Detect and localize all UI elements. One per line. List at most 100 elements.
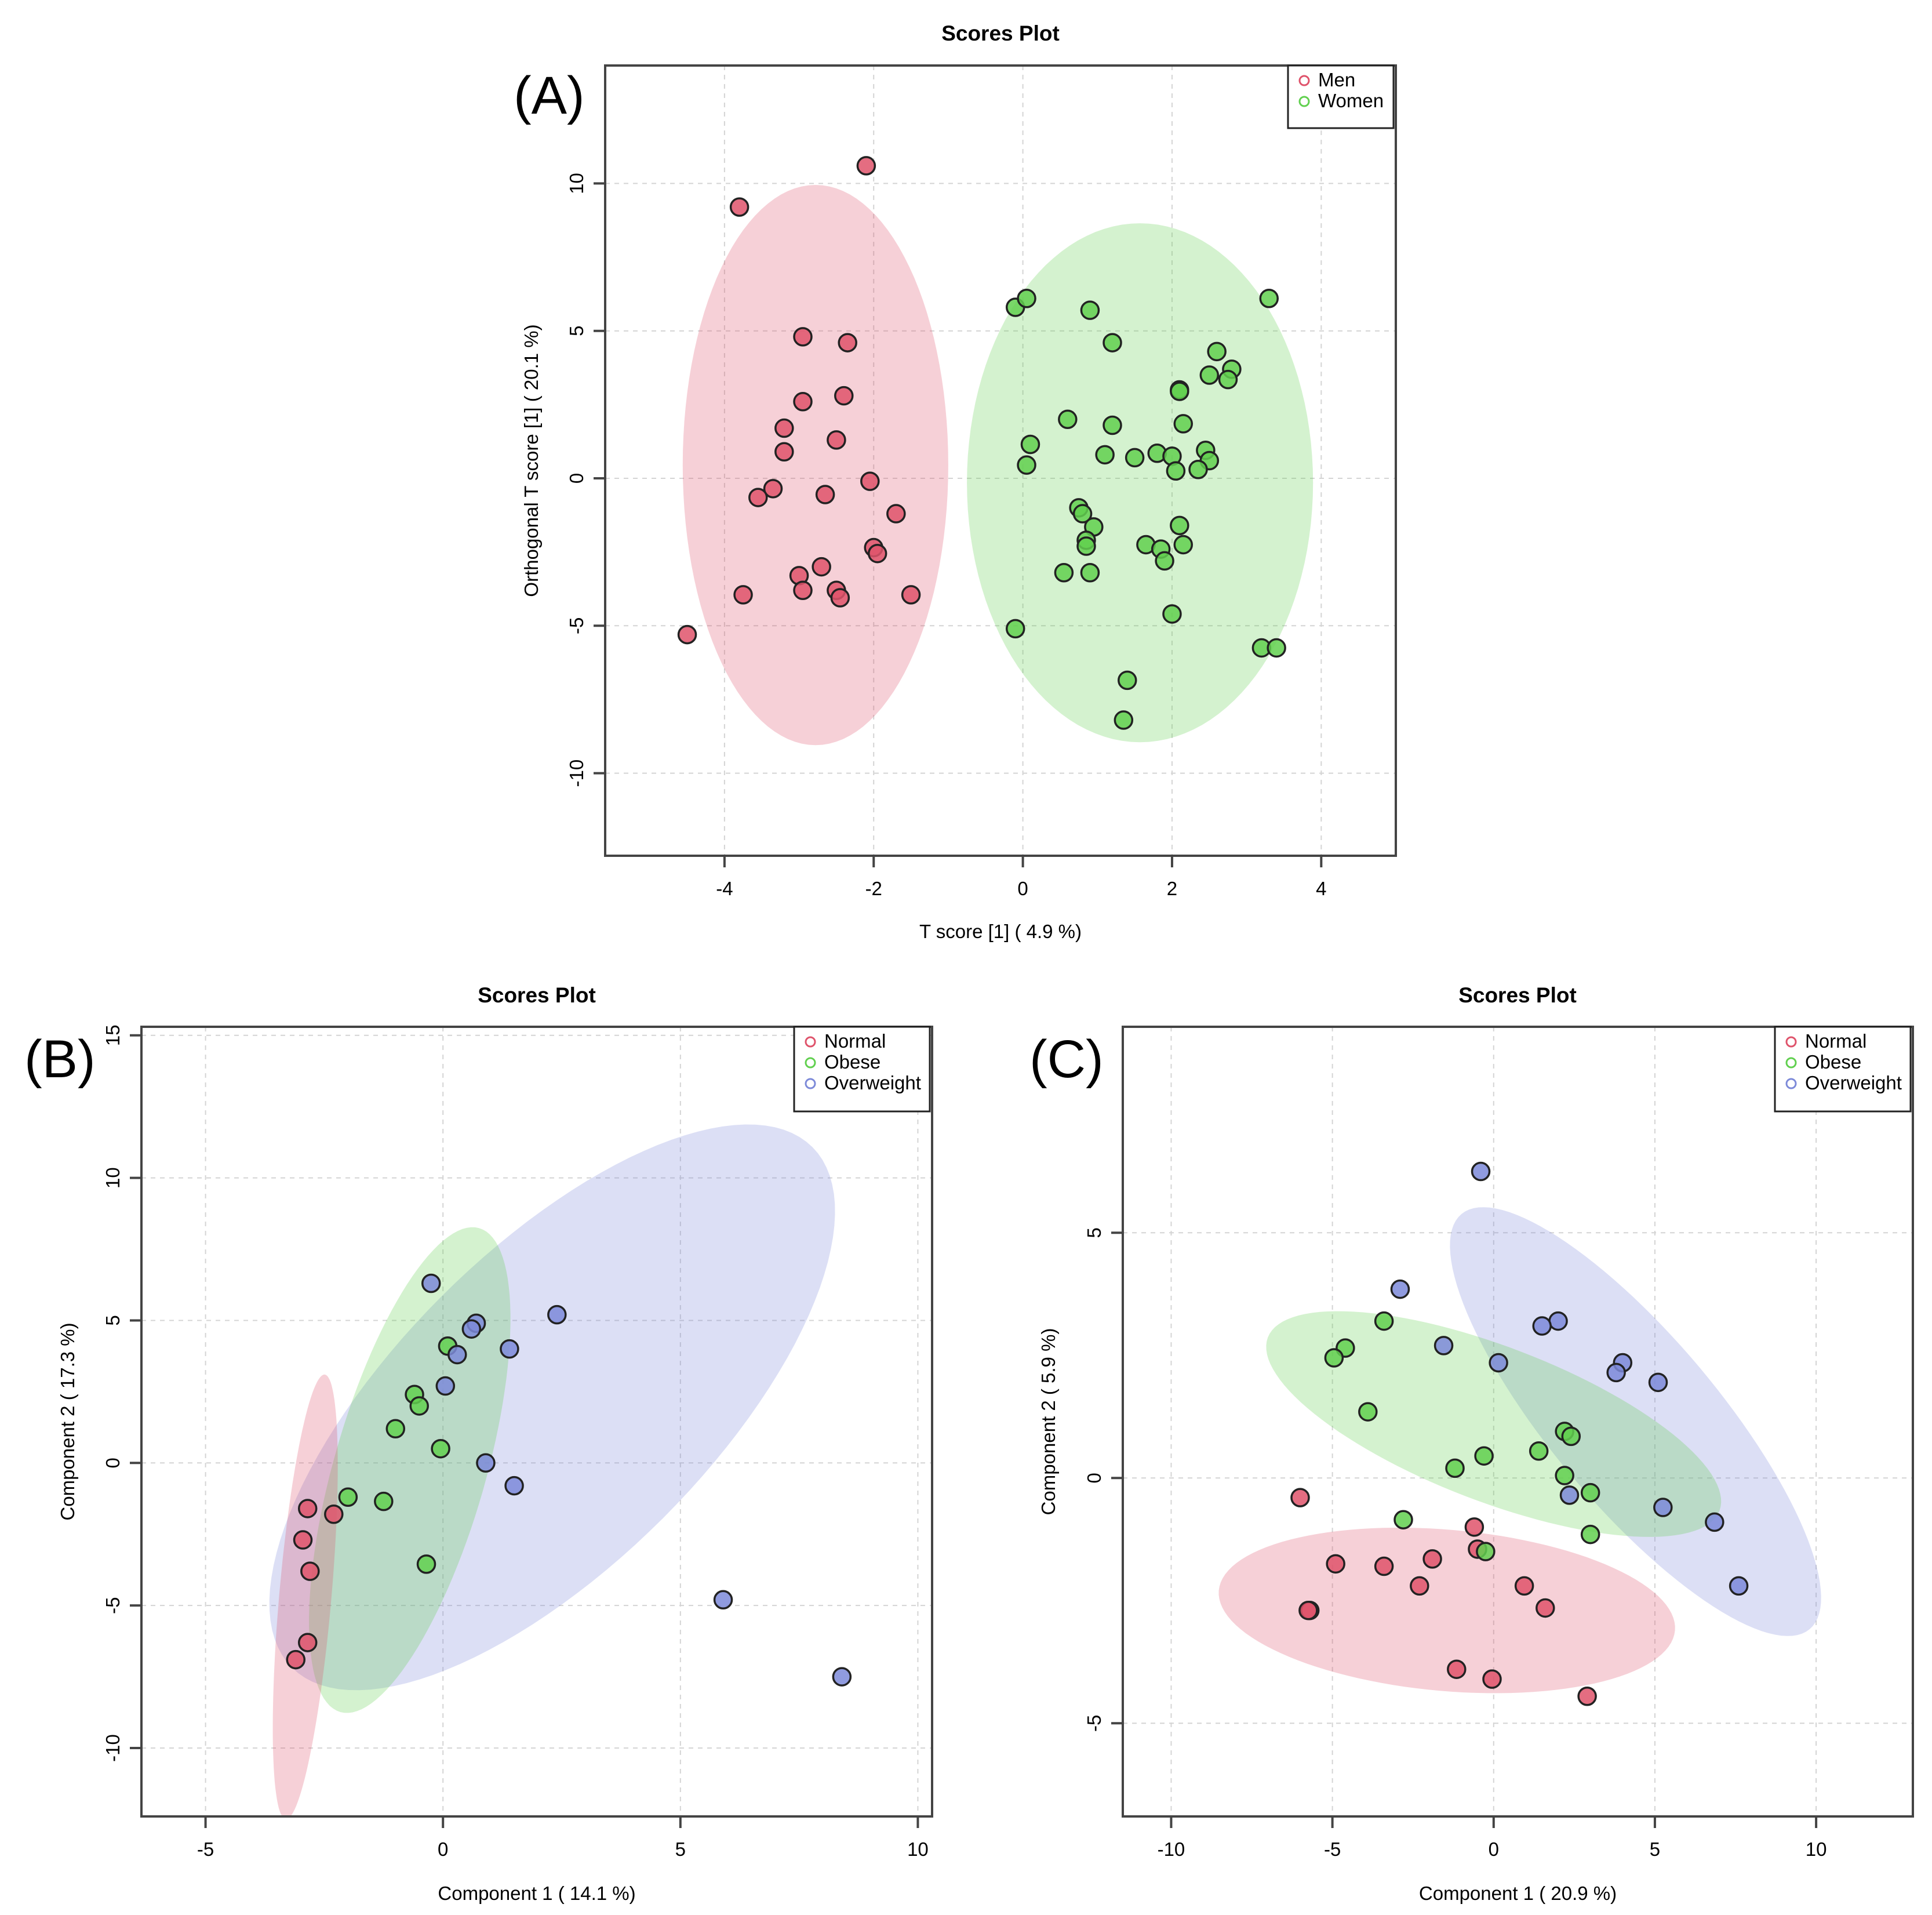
x-tick-label: -5 [197,1838,214,1860]
y-tick-label: 15 [102,1024,123,1046]
ellipse-overweight [1450,1207,1821,1636]
ellipse-women [967,223,1314,743]
series-normal [286,1499,344,1670]
data-point-overweight [1653,1498,1673,1517]
legend-label-normal: Normal [824,1030,886,1052]
data-point-overweight [1559,1485,1580,1505]
plot-frame [1122,1026,1914,1818]
data-point-obese [338,1487,358,1507]
data-point-overweight [476,1453,496,1473]
legend-label-normal: Normal [1805,1030,1866,1052]
plot-frame [140,1026,933,1818]
y-tick-label: -5 [102,1597,123,1614]
legend-marker-obese [1785,1057,1797,1069]
data-point-men [867,543,887,564]
data-point-women [1114,710,1134,730]
legend-label-men: Men [1318,69,1355,90]
x-tick-label: -10 [1158,1838,1185,1860]
data-point-normal [1326,1554,1345,1574]
ellipse-normal [272,1374,338,1816]
data-point-normal [1514,1576,1534,1596]
ellipse-obese [1266,1311,1722,1537]
x-axis-label: Component 1 ( 20.9 %) [1419,1883,1617,1904]
data-point-men [856,156,876,176]
data-point-men [886,504,906,524]
data-point-obese [374,1491,394,1511]
data-point-overweight [1648,1372,1668,1393]
x-axis-label: Component 1 ( 14.1 %) [438,1883,635,1904]
legend-marker-overweight [805,1078,816,1089]
data-point-normal [1447,1659,1467,1679]
data-point-obese [409,1396,429,1416]
data-point-overweight [713,1590,733,1610]
data-point-overweight [1729,1576,1749,1596]
ellipse-normal [1218,1528,1675,1694]
data-point-women [1054,563,1074,583]
data-point-women [1103,333,1122,353]
legend-label-overweight: Overweight [1805,1072,1902,1093]
data-point-overweight [1705,1512,1724,1532]
y-tick-label: -10 [566,760,587,787]
data-point-women [1188,460,1208,479]
legend-box [1774,1026,1912,1113]
data-point-normal [1422,1549,1442,1569]
x-tick-label: -4 [716,878,733,899]
data-point-women [1155,551,1174,571]
y-tick-label: 0 [1083,1473,1105,1483]
data-point-normal [1482,1669,1502,1689]
legend-marker-normal [1785,1036,1797,1048]
data-point-normal [1298,1600,1318,1620]
legend-label-women: Women [1318,90,1384,111]
x-tick-label: 10 [907,1838,929,1860]
data-point-normal [286,1649,305,1670]
data-point-women [1103,415,1122,435]
legend-label-overweight: Overweight [824,1072,921,1093]
data-point-women [1173,535,1194,555]
chart-panel-c: -10 -5 0 5 10 -5 0 5 Scores Plot Component 1 ( 20… [1029,983,1914,1904]
data-point-obese [416,1554,436,1574]
data-point-women [1005,619,1025,639]
y-axis-label: Component 2 ( 5.9 %) [1038,1328,1059,1516]
legend-label-obese: Obese [1805,1051,1861,1073]
data-point-women [1072,504,1093,524]
data-point-women [1058,409,1078,430]
series-normal [1290,1488,1597,1706]
data-point-men [774,442,794,462]
x-axis-label: T score [1] ( 4.9 %) [919,921,1082,942]
data-point-obese [1555,1466,1574,1485]
data-point-men [838,333,857,353]
data-point-normal [1577,1686,1597,1706]
data-point-obese [1358,1402,1378,1422]
data-point-overweight [435,1376,456,1396]
y-tick-label: -5 [1083,1715,1105,1732]
data-point-overweight [1548,1311,1568,1331]
y-axis-label: Orthogonal T score [1] ( 20.1 %) [521,324,542,597]
chart-title: Scores Plot [1458,983,1577,1007]
y-tick-label: -5 [566,617,587,634]
y-tick-label: 10 [102,1167,123,1189]
data-point-obese [431,1438,450,1459]
data-point-women [1125,448,1145,468]
y-tick-label: 10 [566,173,587,194]
data-point-women [1207,341,1227,362]
data-point-women [1080,563,1100,583]
data-point-obese [1374,1311,1394,1331]
y-tick-label: -10 [102,1734,123,1762]
series-women [1005,289,1286,730]
legend-marker-overweight [1785,1078,1797,1089]
data-point-women [1218,369,1238,390]
legend-marker-normal [805,1036,816,1048]
x-tick-label: 0 [438,1838,448,1860]
data-point-normal [1374,1556,1394,1576]
y-tick-label: 0 [566,473,587,484]
x-tick-label: 2 [1167,878,1177,899]
x-tick-label: 0 [1489,1838,1499,1860]
data-point-obese [1580,1524,1600,1545]
data-point-normal [1536,1598,1555,1618]
chart-title: Scores Plot [941,21,1060,45]
data-point-women [1076,536,1096,556]
data-point-men [774,418,794,438]
data-point-obese [1393,1510,1413,1529]
